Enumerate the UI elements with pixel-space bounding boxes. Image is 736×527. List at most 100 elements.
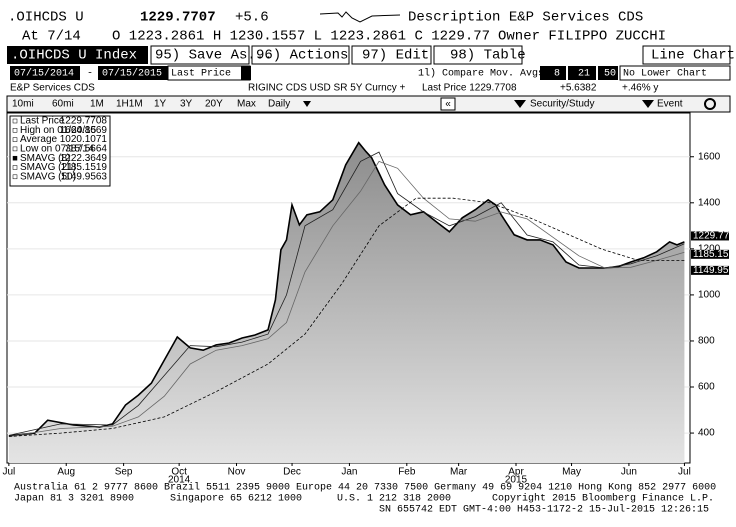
legend-label: Low on 07/15/14 — [20, 144, 94, 155]
info-name: E&P Services CDS — [10, 83, 95, 94]
period[interactable]: 60mi — [52, 99, 74, 110]
year-label: 2015 — [505, 475, 528, 486]
gear[interactable] — [704, 98, 716, 110]
footer: U.S. 1 212 318 2000 — [337, 494, 451, 505]
y-tick-label: 1600 — [698, 151, 721, 162]
dropdown-icon — [642, 100, 654, 108]
x-tick-label: Jul — [678, 467, 691, 478]
info-pct: +.46% y — [622, 83, 658, 94]
footer: SN 655742 EDT GMT-4:00 H453-1172-2 15-Ju… — [379, 504, 709, 516]
x-tick-label: May — [562, 467, 581, 478]
date-box[interactable] — [98, 66, 168, 80]
security-box[interactable] — [7, 46, 148, 64]
x-tick-label: Oct — [171, 467, 187, 478]
compare: 1l) Compare Mov. Avgs — [418, 68, 544, 80]
avg-period: 50 — [604, 69, 616, 80]
series-line — [8, 141, 685, 437]
value-tag — [691, 265, 729, 275]
footer: Copyright 2015 Bloomberg Finance L.P. — [492, 493, 714, 505]
button[interactable] — [351, 45, 432, 65]
description: Description E&P Services CDS — [408, 10, 643, 26]
ticker: .OIHCDS U — [8, 10, 84, 26]
x-tick-label: Feb — [398, 467, 416, 478]
period[interactable]: 1H1M — [116, 99, 143, 110]
avg-period: 21 — [578, 69, 590, 80]
period[interactable]: 1Y — [154, 99, 167, 110]
button[interactable] — [150, 45, 250, 65]
nav-back-label: « — [445, 99, 451, 110]
period[interactable]: Max — [237, 99, 256, 110]
x-tick-label: Sep — [115, 467, 133, 478]
legend-value: 387.5664 — [65, 144, 107, 155]
legend-label: Last Price — [20, 116, 65, 127]
lower: No Lower Chart — [623, 68, 707, 80]
x-tick-label: Apr — [508, 467, 524, 478]
legend-swatch — [12, 155, 18, 161]
legend — [9, 115, 111, 187]
series-line — [8, 151, 685, 436]
chart-type: Line Chart — [651, 48, 735, 64]
y-tick-label: 600 — [698, 382, 715, 393]
nav-back[interactable] — [440, 97, 456, 111]
dropdown[interactable] — [241, 66, 251, 80]
value-tag — [691, 249, 729, 259]
x-tick-label: Nov — [228, 467, 246, 478]
button[interactable] — [251, 45, 350, 65]
x-tick-label: Jul — [2, 467, 15, 478]
series-line — [8, 160, 685, 437]
action: 97) Edit — [362, 48, 429, 64]
field: Last Price — [171, 68, 231, 80]
sparkline — [319, 11, 401, 23]
y-tick-label: 1200 — [698, 243, 721, 254]
legend-swatch — [12, 146, 18, 152]
button[interactable] — [642, 45, 731, 65]
x-tick-label: Aug — [57, 467, 75, 478]
value-tag-label: 1149.9563 — [693, 265, 736, 276]
year-label: 2014 — [168, 475, 191, 486]
button[interactable] — [433, 45, 523, 65]
period[interactable]: 1M — [90, 99, 104, 110]
price: 1229.7707 — [140, 10, 216, 26]
lower-box[interactable] — [619, 65, 731, 81]
avg-period: 8 — [554, 69, 560, 80]
ohlc: O 1223.2861 H 1230.1557 L 1223.2861 C 12… — [112, 29, 490, 45]
legend-label: High on 01/20/15 — [20, 125, 97, 136]
legend-label: SMAVG (8) — [20, 153, 70, 164]
y-tick-label: 400 — [698, 428, 715, 439]
avg-box[interactable] — [598, 66, 618, 80]
period[interactable]: 10mi — [12, 99, 34, 110]
dash: - — [87, 69, 93, 80]
legend-swatch — [12, 118, 18, 124]
legend-value: 1020.1071 — [60, 134, 108, 145]
action: 98) Table — [450, 48, 526, 64]
series-line — [8, 197, 685, 437]
action: 96) Actions — [256, 48, 348, 64]
footer: Japan 81 3 3201 8900 — [14, 494, 134, 505]
frequency[interactable]: Daily — [268, 99, 290, 110]
period[interactable]: 20Y — [205, 99, 223, 110]
legend-value: 1222.3649 — [60, 153, 108, 164]
legend-label: SMAVG (21) — [20, 162, 76, 173]
x-tick-label: Jan — [341, 467, 357, 478]
price-area — [8, 142, 685, 463]
study[interactable]: Security/Study — [530, 99, 594, 110]
y-tick-label: 1400 — [698, 197, 721, 208]
x-tick-label: Dec — [283, 467, 301, 478]
legend-value: 1664.8669 — [60, 125, 108, 136]
period[interactable]: 3Y — [180, 99, 193, 110]
x-tick-label: Jun — [621, 467, 637, 478]
legend-value: 1185.1519 — [60, 162, 107, 173]
info-last: Last Price 1229.7708 — [422, 83, 517, 94]
avg-box[interactable] — [540, 66, 566, 80]
footer: Australia 61 2 9777 8600 Brazil 5511 239… — [14, 482, 716, 494]
date-box[interactable] — [10, 66, 80, 80]
avg-box[interactable] — [568, 66, 596, 80]
action: 95) Save As... — [155, 48, 273, 64]
legend-label: SMAVG (50) — [20, 171, 76, 182]
legend-value: 1149.9563 — [60, 171, 107, 182]
event[interactable]: Event — [657, 99, 683, 110]
y-tick-label: 1000 — [698, 290, 721, 301]
legend-value: 1229.7708 — [60, 116, 108, 127]
legend-label: Average — [20, 134, 58, 145]
